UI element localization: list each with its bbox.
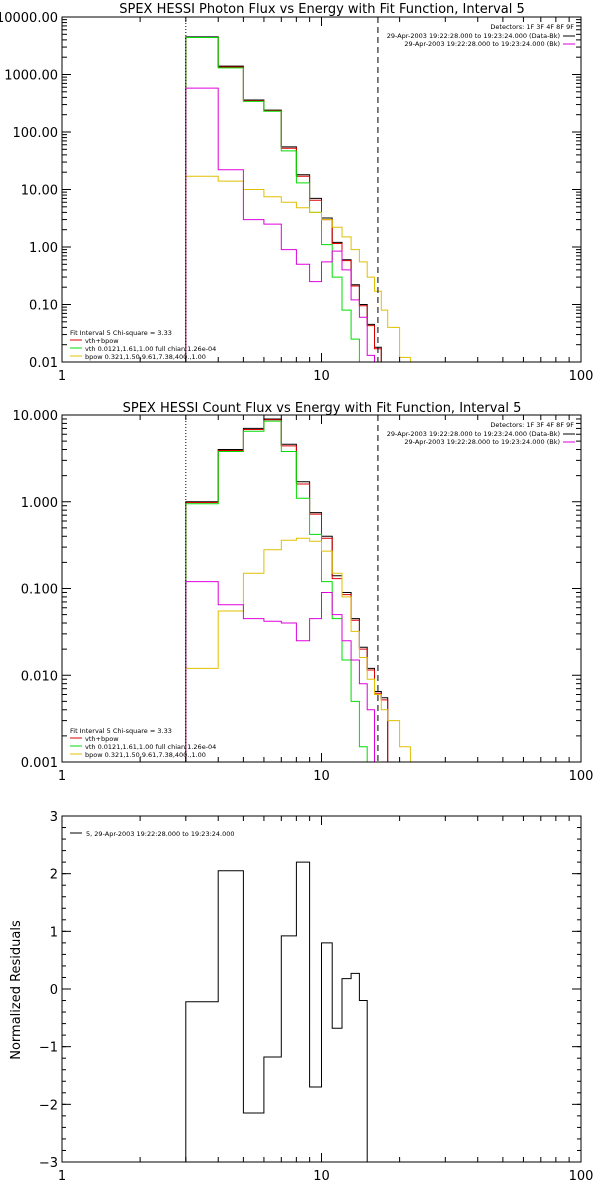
photon-x-tick-label: 1 (58, 369, 66, 384)
residuals-series-5-29-apr-2003-19-22-28-000-to-19-23-24-000 (185, 861, 368, 1162)
count-chart-title: SPEX HESSI Count Flux vs Energy with Fit… (123, 401, 522, 416)
residuals-y-tick-label: 1 (50, 925, 58, 940)
photon-legend-vth-bpow: vth+bpow (85, 337, 119, 345)
photon-flux-panel: SPEX HESSI Photon Flux vs Energy with Fi… (0, 2, 593, 384)
residuals-x-tick-label: 1 (58, 1169, 66, 1184)
count-x-tick-label: 1 (58, 769, 66, 784)
count-legend-vth-bpow: vth+bpow (85, 735, 119, 743)
photon-chart-title: SPEX HESSI Photon Flux vs Energy with Fi… (119, 2, 525, 17)
count-series-vth-bpow (185, 419, 389, 762)
photon-y-tick-label: 100.00 (13, 126, 59, 141)
photon-series-bk (185, 87, 375, 362)
count-flux-panel: SPEX HESSI Count Flux vs Energy with Fit… (13, 401, 594, 784)
photon-y-tick-label: 10000.00 (0, 11, 58, 26)
count-plot-frame (61, 414, 582, 763)
photon-x-tick-label: 100 (569, 369, 594, 384)
photon-series-data-bk (185, 36, 388, 363)
count-series-bk (185, 581, 375, 762)
residuals-y-tick-label: −1 (39, 1041, 58, 1056)
photon-markers (185, 17, 379, 362)
residuals-x-tick-label: 10 (313, 1169, 330, 1184)
count-series-data-bk (185, 418, 389, 762)
residuals-legend-label: 5, 29-Apr-2003 19:22:28.000 to 19:23:24.… (86, 830, 235, 838)
photon-plot-frame (61, 16, 582, 363)
photon-series-vth-bpow (185, 37, 388, 363)
photon-y-tick-label: 0.01 (29, 356, 58, 371)
residuals-ylabel: Normalized Residuals (9, 920, 24, 1060)
photon-detectors-label: Detectors: 1F 3F 4F 8F 9F (490, 23, 574, 31)
count-y-tick-label: 10.000 (13, 409, 59, 424)
residuals-series-layer (185, 861, 368, 1162)
photon-bk-interval-label: 29-Apr-2003 19:22:28.000 to 19:23:24.000… (404, 40, 560, 48)
count-y-tick-label: 0.100 (21, 583, 58, 598)
photon-axes: 1 10 100 0.01 0.10 1.00 10.00 100.00 1000.00 1000… (0, 11, 593, 384)
count-x-tick-label: 10 (313, 769, 330, 784)
count-series-vth (185, 420, 368, 762)
count-legend-vth: vth 0.0121,1.61,1.00 full chian 1.26e-04 (85, 743, 216, 751)
residuals-y-tick-label: −3 (39, 1156, 58, 1171)
residuals-panel: 1 10 100 −3 −2 −1 0 1 2 3 Normalized Residuals 5,… (9, 810, 593, 1184)
count-info-block: Detectors: 1F 3F 4F 8F 9F 29-Apr-2003 19… (387, 421, 575, 446)
count-legend: Fit Interval 5 Chi-square = 3.33 vth+bpo… (70, 727, 216, 759)
photon-y-tick-label: 1000.00 (4, 69, 58, 84)
residuals-axes: 1 10 100 −3 −2 −1 0 1 2 3 (39, 810, 594, 1184)
photon-y-tick-label: 10.00 (21, 184, 58, 199)
count-series-bpow (185, 537, 411, 762)
photon-series-layer (185, 36, 425, 363)
count-y-tick-label: 0.001 (21, 756, 58, 771)
photon-data-interval-label: 29-Apr-2003 19:22:28.000 to 19:23:24.000… (387, 32, 560, 40)
residuals-y-tick-label: 3 (50, 810, 58, 825)
photon-fit-interval-label: Fit Interval 5 Chi-square = 3.33 (70, 329, 172, 337)
residuals-y-tick-label: 0 (50, 983, 58, 998)
residuals-y-tick-label: 2 (50, 868, 58, 883)
photon-series-bpow (185, 175, 425, 363)
count-fit-interval-label: Fit Interval 5 Chi-square = 3.33 (70, 727, 172, 735)
photon-legend: Fit Interval 5 Chi-square = 3.33 vth+bpo… (70, 329, 216, 361)
count-markers (185, 415, 379, 762)
residuals-x-tick-label: 100 (569, 1169, 594, 1184)
count-series-layer (185, 418, 411, 762)
residuals-legend: 5, 29-Apr-2003 19:22:28.000 to 19:23:24.… (70, 830, 235, 838)
count-axes: 1 10 100 0.001 0.010 0.100 1.000 10.000 (13, 409, 594, 784)
count-y-tick-label: 0.010 (21, 669, 58, 684)
count-legend-bpow: bpow 0.321,1.50,9.61,7.38,400.,1.00 (85, 751, 206, 759)
photon-y-tick-label: 1.00 (29, 241, 58, 256)
photon-legend-vth: vth 0.0121,1.61,1.00 full chian 1.26e-04 (85, 345, 216, 353)
count-x-tick-label: 100 (569, 769, 594, 784)
count-detectors-label: Detectors: 1F 3F 4F 8F 9F (490, 421, 574, 429)
photon-info-block: Detectors: 1F 3F 4F 8F 9F 29-Apr-2003 19… (387, 23, 575, 48)
count-data-interval-label: 29-Apr-2003 19:22:28.000 to 19:23:24.000… (387, 430, 560, 438)
photon-legend-bpow: bpow 0.321,1.50,9.61,7.38,400.,1.00 (85, 353, 206, 361)
photon-x-tick-label: 10 (313, 369, 330, 384)
residuals-y-tick-label: −2 (39, 1098, 58, 1113)
count-bk-interval-label: 29-Apr-2003 19:22:28.000 to 19:23:24.000… (404, 438, 560, 446)
count-y-tick-label: 1.000 (21, 496, 58, 511)
photon-series-vth (185, 37, 368, 363)
photon-y-tick-label: 0.10 (29, 299, 58, 314)
